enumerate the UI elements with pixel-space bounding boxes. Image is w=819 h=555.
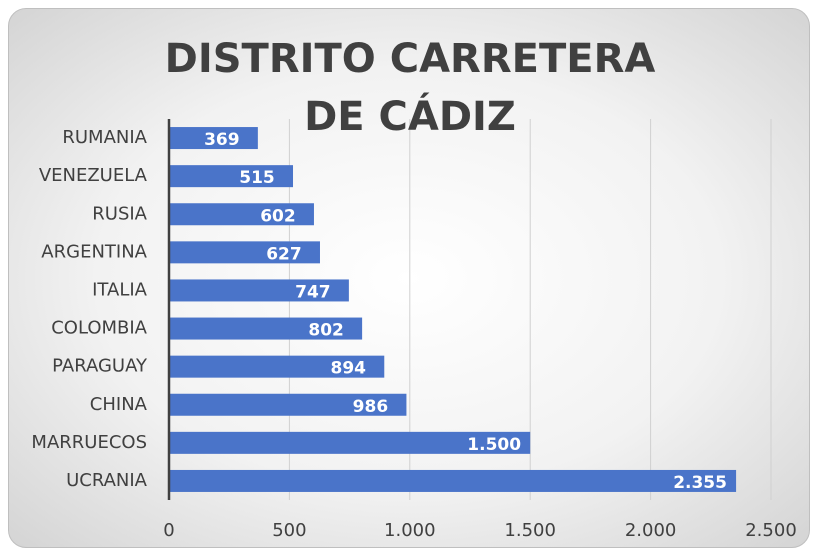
y-tick-label: ITALIA (92, 279, 148, 300)
y-tick-label: RUSIA (92, 203, 147, 224)
bar (169, 469, 737, 492)
data-label: 515 (239, 168, 275, 188)
x-tick-label: 2.000 (625, 520, 677, 541)
x-tick-label: 2.500 (745, 520, 797, 541)
bar (169, 279, 349, 302)
y-tick-label: RUMANIA (62, 127, 147, 148)
y-tick-label: CHINA (90, 394, 148, 415)
bar (169, 203, 314, 226)
data-label: 747 (295, 282, 331, 302)
data-label: 986 (353, 397, 389, 417)
data-label: 894 (331, 359, 367, 379)
bar (169, 165, 294, 188)
x-tick-label: 1.000 (384, 520, 436, 541)
bar (169, 355, 385, 378)
chart-title: DISTRITO CARRETERA DE CÁDIZ (164, 36, 656, 140)
y-tick-label: VENEZUELA (39, 165, 148, 186)
data-label: 1.500 (467, 435, 521, 455)
bar (169, 127, 258, 150)
x-tick-label: 0 (163, 520, 174, 541)
y-tick-label: UCRANIA (66, 470, 148, 491)
data-label: 2.355 (673, 473, 727, 493)
data-label: 627 (266, 244, 302, 264)
bar (169, 241, 320, 264)
bar (169, 431, 531, 454)
y-tick-label: MARRUECOS (31, 432, 147, 453)
data-label: 369 (204, 130, 240, 150)
bar (169, 317, 363, 340)
data-label: 602 (260, 206, 296, 226)
bar (169, 393, 407, 416)
y-tick-label: PARAGUAY (52, 356, 148, 377)
x-tick-label: 500 (272, 520, 306, 541)
y-tick-label: ARGENTINA (41, 241, 147, 262)
x-tick-label: 1.500 (504, 520, 556, 541)
data-label: 802 (308, 321, 344, 341)
y-tick-label: COLOMBIA (51, 318, 147, 339)
chart-area (8, 8, 810, 548)
